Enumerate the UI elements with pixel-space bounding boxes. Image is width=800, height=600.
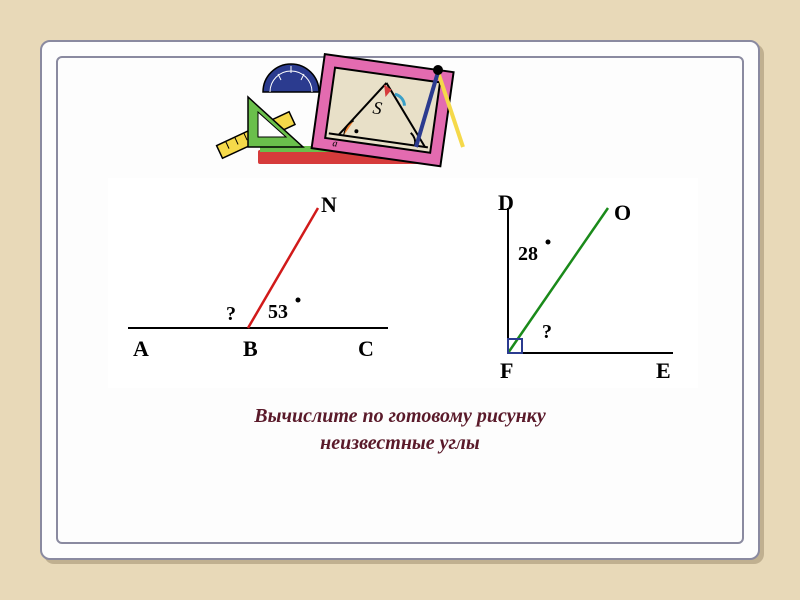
angle-nbc-value: 53 <box>268 301 288 323</box>
degree-dot-2 <box>546 240 551 245</box>
point-f-label: F <box>500 358 513 383</box>
caption-line-2: неизвестные углы <box>320 432 480 454</box>
angle-dfo-value: 28 <box>518 243 538 265</box>
point-a-label: A <box>133 336 149 361</box>
degree-dot-1 <box>296 298 301 303</box>
point-d-label: D <box>498 190 514 215</box>
point-c-label: C <box>358 336 374 361</box>
geometry-diagram: A B C N ? 53 D O F E 28 ? <box>108 178 698 388</box>
caption-line-1: Вычислите по готовому рисунку <box>254 405 545 427</box>
inner-frame: S a A B C N ? 53 <box>56 56 744 544</box>
angle-abn-unknown: ? <box>226 303 236 325</box>
outer-frame: S a A B C N ? 53 <box>40 40 760 560</box>
problem-caption: Вычислите по готовому рисунку неизвестны… <box>58 403 742 457</box>
geometry-clipart: S a <box>208 52 508 172</box>
point-e-label: E <box>656 358 671 383</box>
point-o-label: O <box>614 200 631 225</box>
point-n-label: N <box>321 192 337 217</box>
point-b-label: B <box>243 336 258 361</box>
ray-fo <box>508 208 608 353</box>
angle-ofe-unknown: ? <box>542 321 552 343</box>
